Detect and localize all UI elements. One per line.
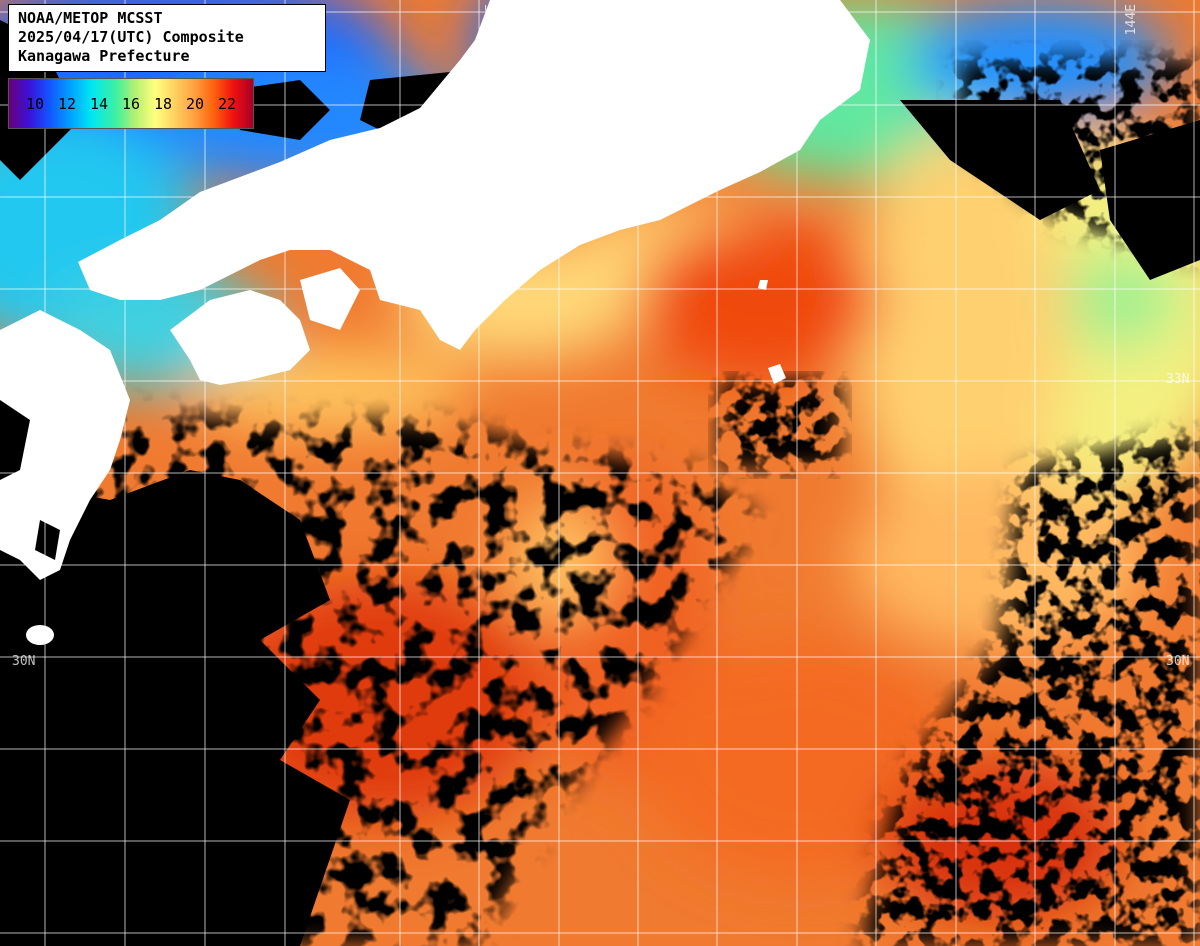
color-scale-bar: [9, 79, 253, 128]
legend-tick: 18: [154, 95, 173, 113]
title-line-1: NOAA/METOP MCSST: [18, 9, 163, 27]
bay-shadows: [0, 400, 60, 560]
title-line-2: 2025/04/17(UTC) Composite: [18, 28, 244, 46]
title-line-3: Kanagawa Prefecture: [18, 47, 190, 65]
legend-tick: 10: [26, 95, 45, 113]
lat-label-30n-right: 30N: [1166, 654, 1190, 669]
legend-tick: 16: [122, 95, 141, 113]
legend-tick: 22: [218, 95, 237, 113]
lon-label-144e: 144E: [1124, 4, 1139, 36]
lon-label-136e: 136E: [484, 4, 499, 36]
legend-tick: 14: [90, 95, 109, 113]
lat-label-33n-left: 33N: [12, 372, 36, 387]
map-title: NOAA/METOP MCSST 2025/04/17(UTC) Composit…: [8, 4, 326, 72]
legend-tick: 20: [186, 95, 205, 113]
lat-label-33n-right: 33N: [1166, 372, 1190, 387]
lat-label-30n-left: 30N: [12, 654, 36, 669]
legend-tick: 12: [58, 95, 77, 113]
color-scale-legend: 10 12 14 16 18 20 22: [8, 78, 254, 129]
